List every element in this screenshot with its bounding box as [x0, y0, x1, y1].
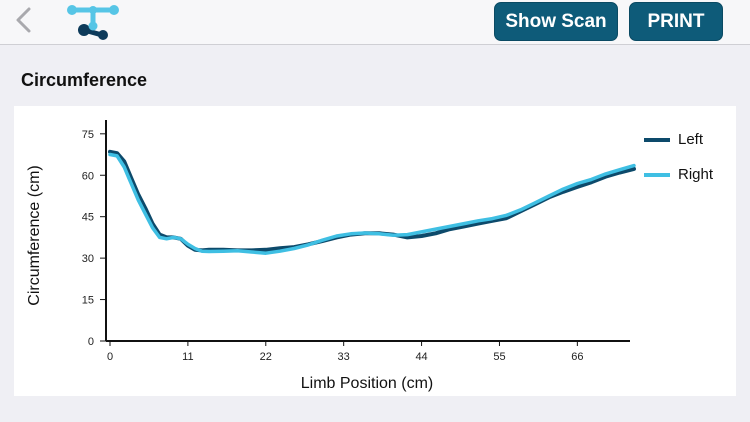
chevron-left-icon[interactable] [12, 6, 36, 34]
show-scan-button[interactable]: Show Scan [494, 2, 618, 41]
x-axis-label: Limb Position (cm) [301, 375, 433, 392]
x-tick-label: 33 [338, 351, 350, 363]
y-tick-label: 45 [82, 212, 94, 224]
x-tick-label: 22 [260, 351, 272, 363]
series-line-right [108, 152, 636, 255]
legend-label-right: Right [678, 166, 714, 183]
x-tick-label: 44 [415, 351, 427, 363]
series-line-left [108, 149, 636, 253]
circumference-chart: 0 15 30 45 60 75 0 11 22 33 44 55 66 Limb Position (c… [26, 120, 636, 392]
x-tick-label: 55 [493, 351, 505, 363]
section-title: Circumference [21, 70, 148, 90]
chart-panel: 0 15 30 45 60 75 0 11 22 33 44 55 66 Limb Position (c… [14, 106, 736, 396]
molecule-logo-icon [67, 5, 119, 40]
x-tick-label: 11 [182, 351, 193, 363]
print-button[interactable]: PRINT [629, 2, 723, 41]
legend-label-left: Left [678, 131, 704, 148]
y-axis-label: Circumference (cm) [26, 165, 43, 305]
y-tick-label: 75 [82, 129, 94, 141]
y-tick-label: 30 [82, 253, 94, 265]
y-tick-label: 0 [88, 336, 94, 348]
x-tick-label: 66 [571, 351, 583, 363]
legend-swatch-left [644, 138, 670, 142]
legend-item-left: Left [628, 130, 738, 150]
legend-item-right: Right [628, 165, 738, 185]
top-navigation-bar: Show Scan PRINT [0, 0, 750, 45]
x-tick-label: 0 [107, 351, 113, 363]
y-tick-label: 15 [82, 295, 94, 307]
legend-swatch-right [644, 173, 670, 177]
y-tick-label: 60 [82, 170, 94, 182]
